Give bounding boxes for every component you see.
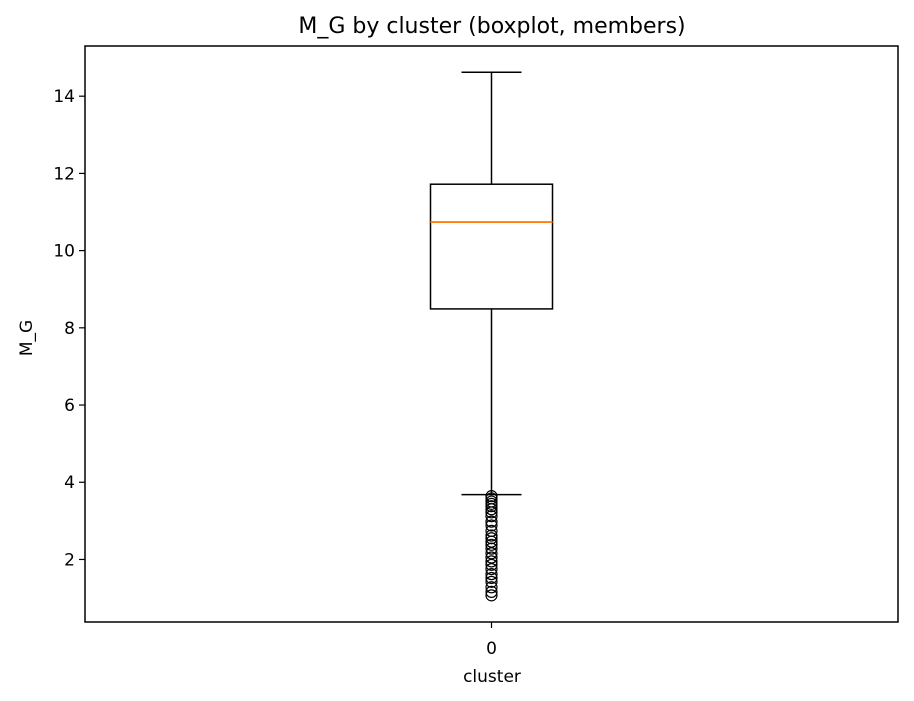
outlier-point bbox=[485, 555, 498, 568]
y-tick-label: 8 bbox=[64, 319, 75, 339]
x-axis-label: cluster bbox=[463, 667, 521, 687]
y-axis: 2 4 6 8 10 12 14 bbox=[53, 87, 85, 570]
outlier-point bbox=[485, 510, 498, 523]
outlier-point bbox=[485, 568, 498, 581]
outlier-point bbox=[485, 515, 498, 528]
y-tick-label: 12 bbox=[53, 164, 75, 184]
outlier-point bbox=[485, 506, 498, 519]
outlier-point bbox=[485, 529, 498, 542]
iqr-box bbox=[429, 183, 554, 310]
outlier-point bbox=[485, 500, 498, 513]
y-axis-label: M_G bbox=[17, 320, 37, 356]
outlier-point bbox=[485, 503, 498, 516]
y-tick-label: 6 bbox=[64, 396, 75, 416]
outlier-point bbox=[485, 571, 498, 585]
outlier-point bbox=[485, 538, 498, 551]
y-tick-label: 2 bbox=[64, 550, 75, 570]
outlier-point bbox=[485, 589, 498, 602]
outlier-point bbox=[485, 542, 498, 555]
y-tick-label: 10 bbox=[53, 242, 75, 262]
x-axis: 0 bbox=[486, 622, 497, 659]
outlier-point bbox=[485, 585, 498, 598]
outlier-point bbox=[485, 558, 498, 571]
chart-title: M_G by cluster (boxplot, members) bbox=[298, 14, 685, 39]
y-tick-label: 14 bbox=[53, 87, 75, 107]
outlier-point bbox=[485, 519, 498, 532]
outlier-point bbox=[485, 563, 498, 576]
outlier-point bbox=[485, 581, 498, 594]
y-tick-label: 4 bbox=[64, 473, 75, 493]
x-tick-label: 0 bbox=[486, 639, 497, 659]
outlier-point bbox=[485, 575, 498, 588]
plot-frame bbox=[84, 45, 899, 623]
box-group bbox=[429, 71, 554, 602]
